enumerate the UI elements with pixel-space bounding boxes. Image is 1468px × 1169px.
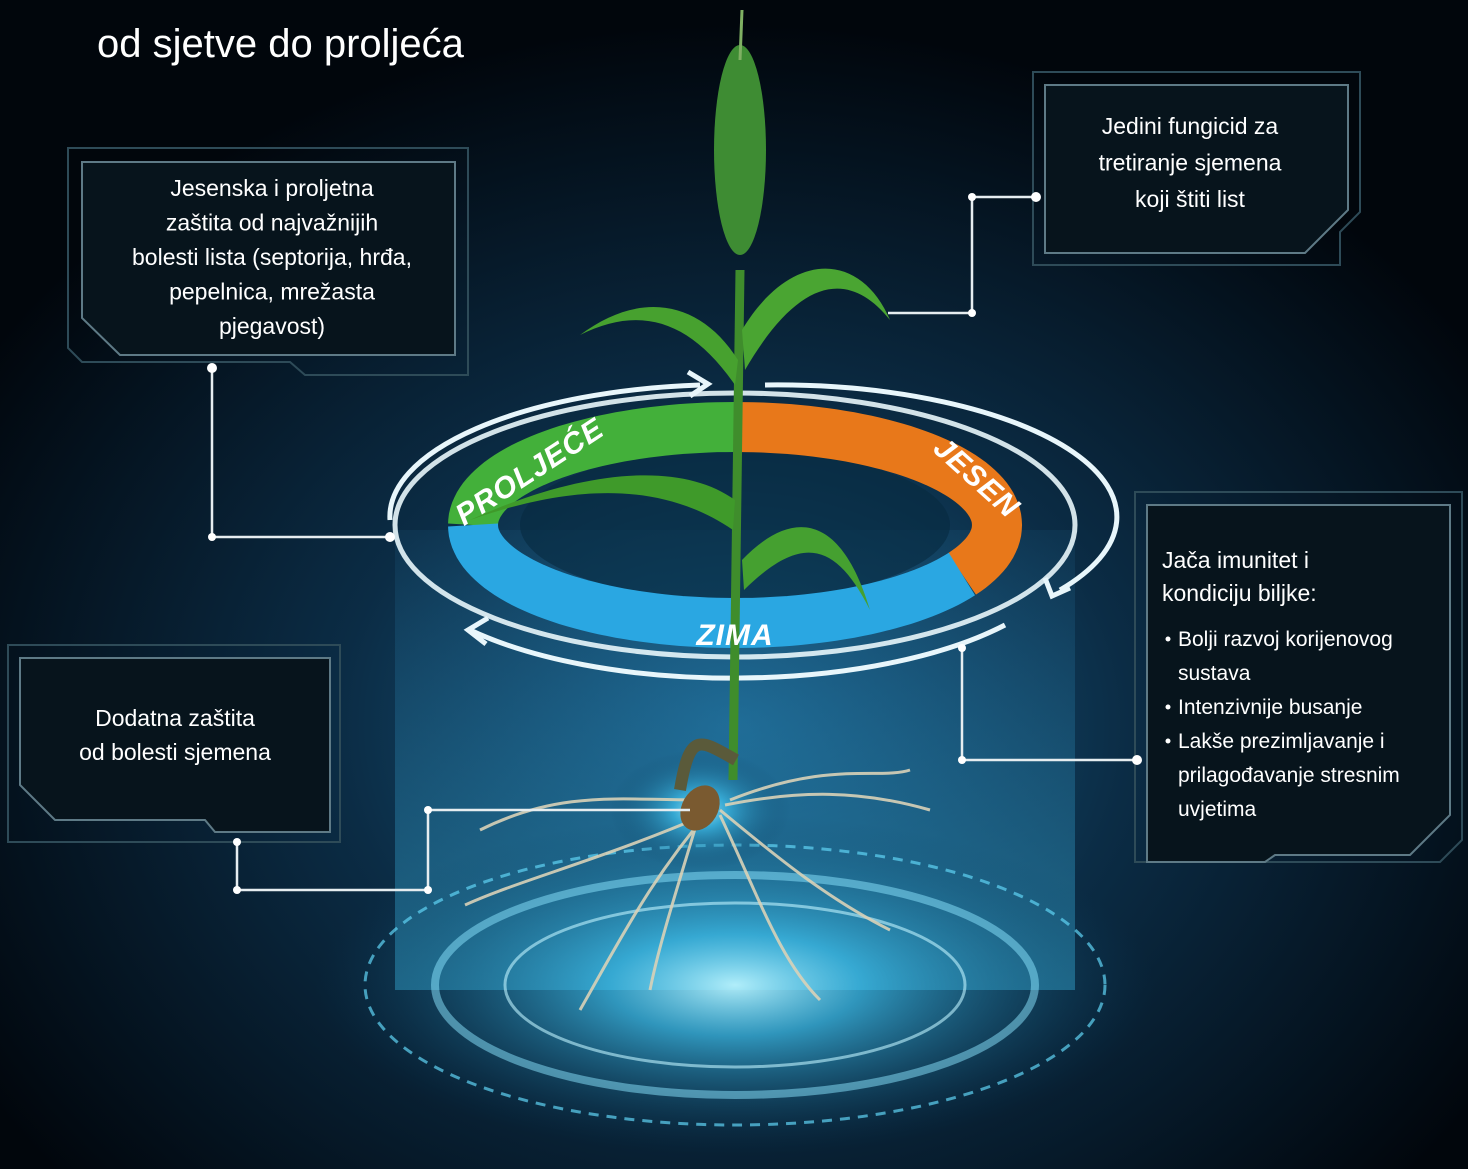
bullet xyxy=(1165,738,1171,744)
bullet xyxy=(1165,704,1171,710)
callout-text: koji štiti list xyxy=(1135,186,1246,212)
callout-frames xyxy=(7,71,1463,863)
callout-heading: Jača imunitet i xyxy=(1162,547,1309,573)
callout-heading: kondiciju biljke: xyxy=(1162,580,1317,606)
callout-text: zaštita od najvažnijih xyxy=(166,210,378,236)
callout-text: od bolesti sjemena xyxy=(79,739,271,765)
season-band xyxy=(448,402,736,527)
callout-text: bolesti lista (septorija, hrđa, xyxy=(132,244,412,270)
ring-arrow xyxy=(764,382,1120,600)
callout-text: Lakše prezimljavanje i xyxy=(1178,730,1385,753)
season-band xyxy=(734,402,1023,595)
callout-text: Dodatna zaštita xyxy=(95,705,255,731)
plant xyxy=(464,9,931,1011)
callout-text: prilagođavanje stresnim xyxy=(1178,764,1400,787)
callout-text: uvjetima xyxy=(1178,798,1257,821)
callout-text: Jesenska i proljetna xyxy=(170,175,373,201)
callout-text: pjegavost) xyxy=(219,313,325,339)
title: od sjetve do proljeća xyxy=(97,22,465,66)
ring-arrow xyxy=(387,369,713,521)
callout-text: tretiranje sjemena xyxy=(1099,150,1282,176)
callout-text: pepelnica, mrežasta xyxy=(169,279,375,305)
callout-text: Jedini fungicid za xyxy=(1102,113,1279,139)
season-label: ZIMA xyxy=(695,619,773,652)
base-rings xyxy=(315,750,1155,1155)
callout-text: sustava xyxy=(1178,662,1251,685)
ring-arrow xyxy=(463,615,1007,681)
bullet xyxy=(1165,636,1171,642)
connectors xyxy=(207,192,1142,894)
callout-text: Intenzivnije busanje xyxy=(1178,696,1362,719)
callout-text: Bolji razvoj korijenovog xyxy=(1178,628,1393,651)
season-band xyxy=(448,523,976,649)
